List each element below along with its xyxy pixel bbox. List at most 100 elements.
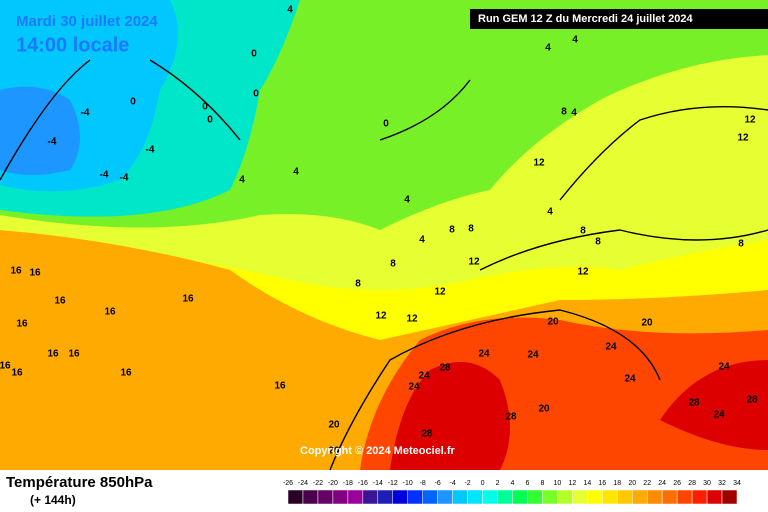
scale-swatch (691, 489, 708, 505)
scale-label: -6 (435, 480, 441, 487)
isotherm-label: 0 (202, 102, 208, 113)
scale-swatch (512, 489, 528, 505)
scale-swatch (407, 489, 423, 505)
isotherm-label: 12 (375, 311, 387, 322)
scale-label: -12 (388, 480, 398, 487)
scale-swatch (617, 489, 633, 505)
scale-swatch (317, 489, 334, 505)
scale-swatch (497, 489, 513, 505)
scale-swatch (557, 489, 573, 505)
isotherm-label: 8 (355, 279, 361, 290)
isotherm-label: 24 (718, 362, 730, 373)
scale-swatch (392, 489, 408, 505)
scale-swatch (631, 489, 648, 505)
scale-label: -2 (464, 480, 470, 487)
isotherm-label: 16 (54, 296, 66, 307)
isotherm-label: 0 (251, 49, 257, 60)
scale-swatch (482, 489, 498, 505)
isotherm-label: 8 (561, 107, 567, 118)
isotherm-label: 8 (390, 259, 396, 270)
isotherm-label: 8 (595, 237, 601, 248)
map-layers (0, 0, 768, 471)
scale-label: 18 (613, 480, 621, 487)
scale-label: -24 (298, 480, 308, 487)
isotherm-label: 4 (547, 207, 553, 218)
scale-label: 8 (540, 480, 544, 487)
scale-swatch (362, 489, 379, 505)
scale-label: 4 (511, 480, 515, 487)
scale-swatch (706, 489, 723, 505)
isotherm-label: 24 (624, 374, 636, 385)
isotherm-label: 0 (207, 115, 213, 126)
scale-label: 28 (688, 480, 696, 487)
scale-label: 10 (554, 480, 562, 487)
isotherm-label: 20 (547, 317, 559, 328)
scale-label: -20 (328, 480, 338, 487)
isotherm-label: 16 (11, 368, 23, 379)
isotherm-label: 16 (68, 349, 80, 360)
isotherm-label: -4 (81, 108, 90, 119)
scale-swatch (467, 489, 483, 505)
scale-swatch (646, 489, 663, 505)
isotherm-label: 4 (571, 108, 577, 119)
valid-date: Mardi 30 juillet 2024 (16, 13, 158, 30)
scale-label: 30 (703, 480, 711, 487)
isotherm-label: 28 (746, 395, 758, 406)
scale-swatch (587, 489, 603, 505)
scale-label: -14 (373, 480, 383, 487)
isotherm-label: 28 (439, 363, 451, 374)
isotherm-label: 12 (577, 267, 589, 278)
scale-swatch (437, 489, 453, 505)
isotherm-label: 12 (468, 257, 480, 268)
isotherm-label: 8 (580, 226, 586, 237)
scale-swatch (661, 489, 678, 505)
scale-label: -16 (358, 480, 368, 487)
isotherm-label: 4 (404, 195, 410, 206)
isotherm-label: 4 (545, 43, 551, 54)
isotherm-label: 20 (538, 404, 550, 415)
forecast-lead: (+ 144h) (30, 493, 76, 507)
scale-label: 6 (526, 480, 530, 487)
isotherm-label: 16 (47, 349, 59, 360)
isotherm-label: 24 (605, 342, 617, 353)
scale-swatch (377, 489, 394, 505)
isotherm-label: 16 (16, 319, 28, 330)
color-scale: -26 -24 -22 -20 -18 -16 -14 -12 -10 -8 -6 -4 -2 0 2 4 6 8… (283, 480, 741, 505)
scale-label: 0 (481, 480, 485, 487)
scale-label: 14 (583, 480, 591, 487)
isotherm-label: 24 (478, 349, 490, 360)
isotherm-label: -4 (100, 170, 109, 181)
isotherm-label: 4 (239, 175, 245, 186)
scale-label: 2 (496, 480, 500, 487)
isotherm-label: 12 (744, 115, 756, 126)
isotherm-label: 12 (434, 287, 446, 298)
copyright: Copyright © 2024 Meteociel.fr (300, 445, 456, 457)
scale-swatch (572, 489, 588, 505)
isotherm-label: 12 (406, 314, 418, 325)
isotherm-label: 28 (505, 412, 517, 423)
scale-swatch (422, 489, 438, 505)
scale-label: -10 (403, 480, 413, 487)
scale-swatch (721, 489, 738, 505)
scale-swatch (332, 489, 349, 505)
scale-label: 20 (628, 480, 636, 487)
isotherm-label: 16 (0, 361, 11, 372)
scale-swatch (452, 489, 468, 505)
isotherm-label: 4 (572, 35, 578, 46)
isotherm-label: 0 (383, 119, 389, 130)
scale-swatch (542, 489, 558, 505)
valid-time: 14:00 locale (16, 34, 129, 56)
isotherm-label: -4 (48, 137, 57, 148)
isotherm-label: 8 (449, 225, 455, 236)
isotherm-label: 24 (713, 410, 725, 421)
isotherm-label: 20 (328, 420, 340, 431)
scale-label: 24 (658, 480, 666, 487)
scale-label: 32 (718, 480, 726, 487)
isotherm-label: -4 (120, 173, 129, 184)
isotherm-label: 0 (253, 89, 259, 100)
isotherm-label: 28 (421, 429, 433, 440)
coastline (0, 59, 768, 471)
